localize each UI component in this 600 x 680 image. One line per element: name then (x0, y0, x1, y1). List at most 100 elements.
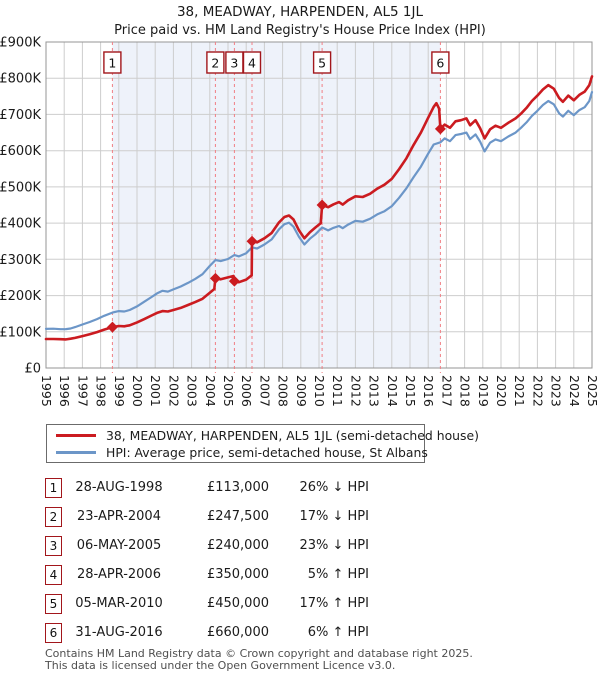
y-axis-labels: £0 £100K £200K £300K £400K £500K £600K £700K £80… (0, 36, 41, 377)
svg-text:1996: 1996 (57, 375, 72, 407)
svg-text:£300K: £300K (0, 253, 41, 268)
transaction-vs-hpi: 17% ↑ HPI (299, 596, 369, 611)
svg-text:1997: 1997 (75, 375, 90, 407)
copyright-footer: Contains HM Land Registry data © Crown c… (45, 648, 473, 671)
transaction-row: 4 28-APR-2006 £350,000 5% ↑ HPI (45, 560, 385, 589)
legend-label: 38, MEADWAY, HARPENDEN, AL5 1JL (semi-de… (106, 427, 479, 443)
svg-text:2016: 2016 (421, 375, 436, 407)
transaction-vs-hpi: 6% ↑ HPI (307, 625, 369, 640)
svg-text:£100K: £100K (0, 325, 41, 340)
svg-text:2024: 2024 (567, 375, 582, 407)
svg-text:2009: 2009 (294, 375, 309, 407)
transaction-number-badge: 2 (45, 506, 62, 527)
svg-text:£700K: £700K (0, 108, 41, 123)
footer-line: Contains HM Land Registry data © Crown c… (45, 647, 473, 660)
transaction-price: £240,000 (206, 538, 269, 553)
transaction-row: 6 31-AUG-2016 £660,000 6% ↑ HPI (45, 618, 385, 647)
transaction-price: £113,000 (206, 480, 269, 495)
legend-label: HPI: Average price, semi-detached house,… (106, 444, 428, 460)
svg-text:2018: 2018 (458, 375, 473, 407)
transaction-row: 3 06-MAY-2005 £240,000 23% ↓ HPI (45, 531, 385, 560)
svg-text:£0: £0 (24, 362, 41, 377)
transaction-vs-hpi: 23% ↓ HPI (299, 538, 369, 553)
transaction-date: 31-AUG-2016 (75, 625, 163, 640)
chart-legend: 38, MEADWAY, HARPENDEN, AL5 1JL (semi-de… (46, 424, 479, 463)
svg-text:2003: 2003 (185, 375, 200, 407)
svg-text:2006: 2006 (239, 375, 254, 407)
transaction-number-badge: 6 (45, 622, 62, 643)
transaction-row: 1 28-AUG-1998 £113,000 26% ↓ HPI (45, 473, 385, 502)
legend-item-hpi: HPI: Average price, semi-detached house,… (47, 444, 428, 461)
svg-text:2020: 2020 (494, 375, 509, 407)
svg-text:2004: 2004 (203, 375, 218, 407)
transaction-price: £450,000 (206, 596, 269, 611)
svg-text:2017: 2017 (439, 375, 454, 407)
x-axis-labels: 1995 1996 1997 1998 1999 2000 2001 2002 2003 2004… (39, 375, 600, 407)
sale-point-markers (106, 123, 446, 333)
svg-text:1: 1 (108, 56, 116, 71)
svg-text:£200K: £200K (0, 289, 41, 304)
svg-text:2022: 2022 (530, 375, 545, 407)
transaction-date: 28-AUG-1998 (75, 480, 163, 495)
legend-item-price-paid: 38, MEADWAY, HARPENDEN, AL5 1JL (semi-de… (47, 427, 479, 444)
transaction-number-badge: 5 (45, 593, 62, 614)
price-history-chart: 1 2 3 4 5 6 £0 £100K £200K £300K £400K £500K £600K £7… (0, 36, 600, 407)
svg-text:2025: 2025 (585, 375, 600, 407)
page-subtitle: Price paid vs. HM Land Registry's House … (114, 23, 486, 38)
transaction-date: 28-APR-2006 (77, 567, 161, 582)
ownership-shaded-band (112, 42, 441, 368)
transaction-number-badge: 1 (45, 477, 62, 498)
transaction-number-badge: 4 (45, 564, 62, 585)
svg-text:£500K: £500K (0, 180, 41, 195)
svg-text:2002: 2002 (166, 375, 181, 407)
svg-text:2007: 2007 (257, 375, 272, 407)
svg-text:1998: 1998 (94, 375, 109, 407)
svg-text:1999: 1999 (112, 375, 127, 407)
svg-text:£400K: £400K (0, 217, 41, 232)
svg-text:4: 4 (248, 56, 256, 71)
svg-text:2019: 2019 (476, 375, 491, 407)
svg-text:6: 6 (436, 56, 444, 71)
svg-text:2021: 2021 (512, 375, 527, 407)
svg-text:2008: 2008 (276, 375, 291, 407)
svg-text:2001: 2001 (148, 375, 163, 407)
svg-text:2014: 2014 (385, 375, 400, 407)
svg-text:2011: 2011 (330, 375, 345, 407)
svg-text:2000: 2000 (130, 375, 145, 407)
price-line-swatch (56, 433, 96, 437)
svg-text:2023: 2023 (549, 375, 564, 407)
svg-text:2005: 2005 (221, 375, 236, 407)
transaction-row: 2 23-APR-2004 £247,500 17% ↓ HPI (45, 502, 385, 531)
transaction-number-badge: 3 (45, 535, 62, 556)
transaction-vs-hpi: 26% ↓ HPI (299, 480, 369, 495)
svg-text:£900K: £900K (0, 36, 41, 51)
sale-date-dashed-lines (111, 42, 441, 373)
svg-text:3: 3 (230, 56, 238, 71)
svg-text:£600K: £600K (0, 144, 41, 159)
svg-text:2: 2 (211, 56, 219, 71)
transaction-date: 23-APR-2004 (77, 509, 161, 524)
svg-text:£800K: £800K (0, 72, 41, 87)
svg-text:5: 5 (318, 56, 326, 71)
transaction-vs-hpi: 17% ↓ HPI (299, 509, 369, 524)
transaction-date: 05-MAR-2010 (75, 596, 163, 611)
hpi-line (44, 90, 594, 331)
footer-line: This data is licensed under the Open Gov… (45, 658, 396, 672)
transaction-price: £247,500 (206, 509, 269, 524)
svg-text:2013: 2013 (367, 375, 382, 407)
svg-text:2010: 2010 (312, 375, 327, 407)
svg-text:1995: 1995 (39, 375, 54, 407)
page-title: 38, MEADWAY, HARPENDEN, AL5 1JL (176, 4, 424, 20)
svg-text:2012: 2012 (348, 375, 363, 407)
transaction-vs-hpi: 5% ↑ HPI (307, 567, 369, 582)
transaction-price: £350,000 (206, 567, 269, 582)
transactions-table: 1 28-AUG-1998 £113,000 26% ↓ HPI 2 23-AP… (45, 473, 385, 647)
transaction-price: £660,000 (206, 625, 269, 640)
plot-border (45, 41, 593, 369)
transaction-date: 06-MAY-2005 (76, 538, 162, 553)
hpi-line-swatch (56, 450, 96, 454)
transaction-row: 5 05-MAR-2010 £450,000 17% ↑ HPI (45, 589, 385, 618)
svg-text:2015: 2015 (403, 375, 418, 407)
